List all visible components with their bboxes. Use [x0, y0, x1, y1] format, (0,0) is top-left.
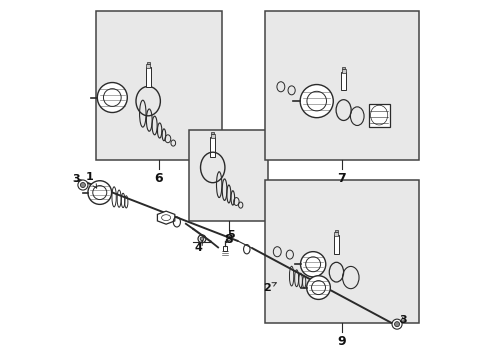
- Ellipse shape: [300, 85, 333, 118]
- Bar: [211, 134, 215, 138]
- Bar: [335, 230, 338, 232]
- Polygon shape: [157, 211, 175, 224]
- Ellipse shape: [394, 321, 399, 327]
- Text: 8: 8: [224, 233, 233, 246]
- Bar: [147, 62, 149, 64]
- Text: 3: 3: [399, 315, 407, 325]
- Bar: [265, 12, 419, 160]
- Ellipse shape: [392, 319, 402, 329]
- Ellipse shape: [98, 82, 127, 113]
- Bar: [265, 180, 419, 323]
- Text: 5: 5: [226, 230, 235, 242]
- Bar: [211, 132, 214, 134]
- Bar: [335, 232, 339, 236]
- Bar: [368, 104, 390, 127]
- Bar: [342, 67, 345, 69]
- Bar: [210, 137, 215, 157]
- Text: 9: 9: [338, 335, 346, 348]
- Text: 3: 3: [73, 174, 80, 184]
- Bar: [342, 69, 345, 73]
- Ellipse shape: [307, 276, 330, 300]
- Ellipse shape: [88, 181, 112, 204]
- Bar: [146, 64, 150, 68]
- Bar: [334, 235, 339, 253]
- Ellipse shape: [200, 237, 204, 240]
- Bar: [190, 130, 269, 221]
- Ellipse shape: [80, 183, 85, 188]
- Bar: [342, 72, 346, 90]
- Ellipse shape: [300, 252, 326, 277]
- Text: 2: 2: [263, 283, 276, 293]
- Text: 7: 7: [338, 172, 346, 185]
- Text: 1: 1: [86, 172, 97, 188]
- Text: 6: 6: [155, 172, 163, 185]
- Ellipse shape: [78, 180, 88, 190]
- Text: 4: 4: [195, 240, 203, 253]
- Bar: [223, 246, 227, 251]
- Bar: [146, 67, 151, 87]
- Bar: [96, 12, 221, 160]
